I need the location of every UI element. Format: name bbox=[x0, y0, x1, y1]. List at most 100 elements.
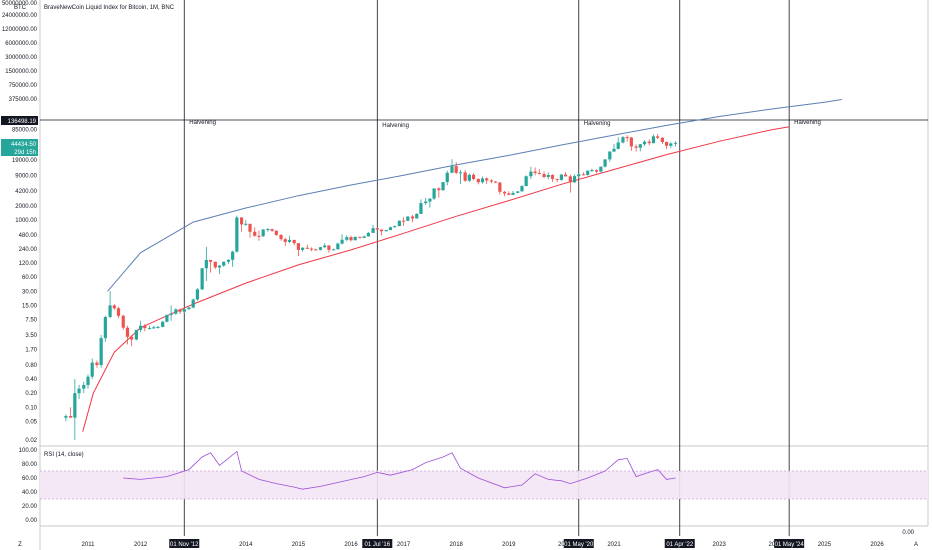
time-tick-label: 2012 bbox=[134, 542, 148, 548]
candle-body bbox=[305, 247, 309, 249]
chart-title: BraveNewCoin Liquid Index for Bitcoin, 1… bbox=[44, 5, 175, 11]
candle-body bbox=[572, 176, 577, 183]
candle-body bbox=[279, 234, 283, 240]
candle-body bbox=[625, 137, 629, 139]
time-tick-label: 2014 bbox=[239, 542, 253, 548]
candle-body bbox=[406, 216, 410, 221]
candle-body bbox=[612, 148, 616, 152]
candle-body bbox=[634, 146, 638, 148]
candle-body bbox=[371, 228, 375, 233]
price-tick-label: 60.00 bbox=[22, 275, 38, 281]
candle-body bbox=[603, 159, 607, 167]
price-tick-label: 0.05 bbox=[25, 419, 37, 425]
candle-body bbox=[64, 416, 68, 418]
time-axis[interactable]: 2011 2012 2014 2015 2016 2017 2018 2019 20 2021 20… bbox=[82, 539, 885, 548]
candle-body bbox=[419, 203, 423, 214]
candle-body bbox=[502, 191, 507, 194]
price-tick-label: 19000.00 bbox=[12, 158, 38, 164]
price-tick-label: 120.00 bbox=[19, 261, 38, 267]
price-tick-label: 750000.00 bbox=[9, 83, 38, 89]
candle-body bbox=[152, 327, 156, 329]
price-tick-label: 7.50 bbox=[25, 317, 37, 323]
last-price-box bbox=[1, 139, 38, 156]
candle-body bbox=[384, 230, 388, 232]
candle-body bbox=[489, 180, 494, 182]
candle-body bbox=[437, 188, 441, 191]
candle-body bbox=[143, 325, 147, 329]
candle-body bbox=[629, 137, 633, 147]
rsi-tick-label: 100.00 bbox=[19, 448, 38, 454]
price-tick-label: 0.20 bbox=[25, 391, 37, 397]
price-tick-label: 0.10 bbox=[25, 405, 37, 411]
time-tick-label: 2018 bbox=[450, 542, 464, 548]
candle-body bbox=[248, 223, 252, 232]
bottom-right-corner-label: A bbox=[914, 542, 918, 548]
candle-body bbox=[108, 305, 112, 317]
halving-label: Halvening bbox=[794, 120, 821, 126]
candle-body bbox=[336, 243, 340, 250]
candle-body bbox=[95, 362, 99, 365]
candle-body bbox=[507, 193, 511, 195]
time-tick-label: 2011 bbox=[82, 542, 96, 548]
candle-body bbox=[318, 247, 323, 250]
rsi-tick-label: 0.00 bbox=[25, 518, 37, 524]
candle-body bbox=[424, 201, 428, 204]
candle-body bbox=[116, 308, 121, 316]
candle-body bbox=[292, 239, 296, 244]
bottom-left-corner-label: Z bbox=[18, 542, 22, 548]
candle-body bbox=[494, 181, 498, 183]
rsi-tick-label: 80.00 bbox=[22, 462, 38, 468]
candle-body bbox=[410, 216, 415, 219]
rsi-band bbox=[40, 471, 928, 499]
candle-body bbox=[397, 220, 401, 227]
rsi-pane[interactable]: 100.00 80.00 60.00 40.00 20.00 0.00 RSI (14, c… bbox=[19, 448, 928, 524]
candle-body bbox=[112, 305, 116, 309]
price-tick-label: 1000.00 bbox=[15, 218, 37, 224]
candle-body bbox=[555, 178, 559, 180]
candle-body bbox=[638, 144, 642, 148]
candle-body bbox=[174, 309, 178, 314]
price-tick-label: 3.50 bbox=[25, 333, 37, 339]
candle-body bbox=[520, 186, 524, 192]
halving-lines: Halvening Halvening Halvening Halvening bbox=[183, 0, 821, 536]
candle-body bbox=[353, 236, 357, 241]
overlay-labels: BraveNewCoin Liquid Index for Bitcoin, 1… bbox=[18, 5, 918, 548]
candle-body bbox=[458, 172, 463, 174]
candle-body bbox=[642, 141, 647, 145]
price-tick-label: 24000000.00 bbox=[2, 13, 38, 19]
candle-body bbox=[516, 191, 520, 193]
candle-body bbox=[195, 289, 200, 300]
candle-body bbox=[332, 249, 336, 251]
candle-body bbox=[524, 176, 528, 187]
candle-body bbox=[393, 226, 397, 228]
price-tick-label: 1.70 bbox=[25, 348, 37, 354]
candle-body bbox=[375, 228, 379, 230]
candle-body bbox=[121, 315, 125, 328]
price-tick-label: 12000000.00 bbox=[2, 27, 38, 33]
candle-body bbox=[660, 137, 664, 143]
candle-body bbox=[445, 172, 449, 183]
time-tick-label: 2019 bbox=[502, 542, 516, 548]
price-tick-label: 0.40 bbox=[25, 377, 37, 383]
candle-body bbox=[147, 328, 152, 330]
candle-body bbox=[441, 182, 445, 191]
candle-body bbox=[362, 236, 366, 238]
candle-body bbox=[415, 213, 419, 219]
candle-body bbox=[402, 220, 406, 222]
candle-body bbox=[69, 416, 73, 418]
price-tick-label: 2000.00 bbox=[15, 204, 37, 210]
time-tick-label: 2025 bbox=[818, 542, 832, 548]
candle-body bbox=[270, 229, 274, 231]
candle-body bbox=[156, 326, 160, 328]
time-tick-label: 2026 bbox=[870, 542, 884, 548]
candle-body bbox=[90, 362, 94, 377]
candle-body bbox=[103, 316, 107, 339]
candle-body bbox=[388, 227, 393, 231]
candle-body bbox=[200, 268, 204, 290]
price-tick-label: 15.00 bbox=[22, 303, 38, 309]
last-price-label: 44434.50 bbox=[11, 142, 37, 148]
rsi-line bbox=[123, 450, 676, 490]
